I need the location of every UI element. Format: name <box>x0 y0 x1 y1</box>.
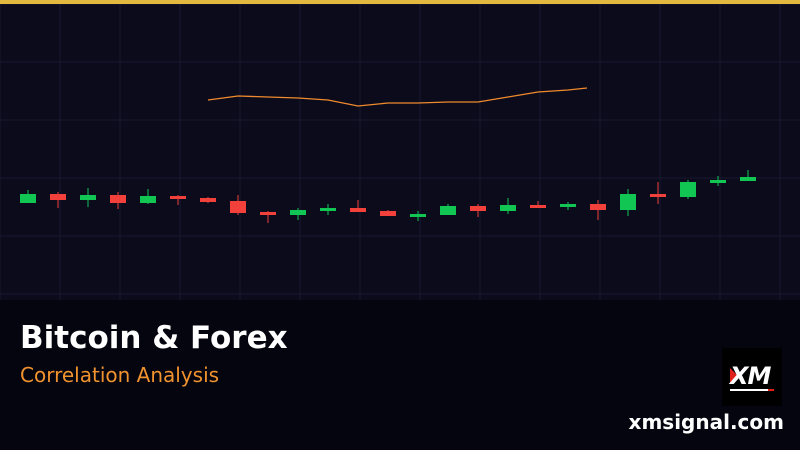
candle-body <box>410 214 426 217</box>
candle-body <box>170 196 186 199</box>
subtitle: Correlation Analysis <box>20 363 220 387</box>
accent-bar <box>0 0 800 4</box>
candle-body <box>560 204 576 207</box>
candle-body <box>620 194 636 210</box>
candle-body <box>230 201 246 213</box>
candle-body <box>380 211 396 216</box>
candle-body <box>140 196 156 203</box>
website-link[interactable]: xmsignal.com <box>628 410 784 434</box>
logo-underline-accent <box>768 389 774 391</box>
candle-body <box>650 194 666 197</box>
candle-body <box>680 182 696 197</box>
correlation-line <box>207 87 588 107</box>
candle-body <box>110 195 126 203</box>
logo-underline <box>730 389 768 391</box>
candle-body <box>50 194 66 200</box>
candle-body <box>740 177 756 181</box>
candle-body <box>260 212 276 215</box>
candle-body <box>350 208 366 212</box>
candle-body <box>200 198 216 202</box>
candle-body <box>290 210 306 215</box>
logo-text: XM <box>730 362 771 390</box>
candle-body <box>80 195 96 200</box>
candle-body <box>20 194 36 203</box>
candle-body <box>320 208 336 211</box>
candlestick-chart <box>0 4 800 300</box>
title: Bitcoin & Forex <box>20 320 288 356</box>
candle-body <box>470 206 486 211</box>
candle-body <box>440 206 456 215</box>
candle-body <box>590 204 606 210</box>
logo-triangle-icon <box>730 368 738 384</box>
caption-panel: Bitcoin & Forex Correlation Analysis XM … <box>0 300 800 450</box>
candle-body <box>710 180 726 183</box>
xm-logo: XM <box>722 348 782 406</box>
candle-body <box>500 205 516 211</box>
candle-body <box>530 205 546 208</box>
